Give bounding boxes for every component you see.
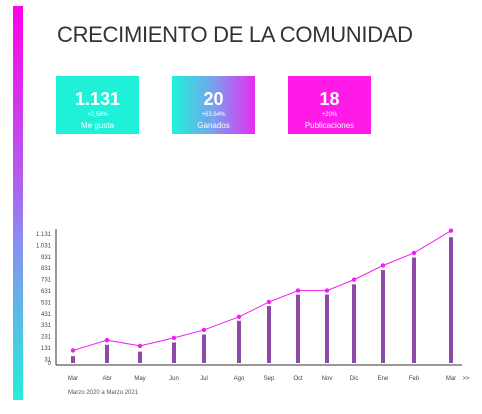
line-point	[411, 250, 417, 256]
y-tick-label: 1.031	[36, 243, 52, 249]
line-point	[104, 337, 110, 343]
series-line	[72, 230, 452, 351]
date-range-label: Marzo 2020 a Marzo 2021	[68, 390, 139, 396]
kpi-change: +2,58%	[87, 112, 108, 118]
x-tick-label: Jun	[169, 376, 179, 382]
x-tick-label: May	[134, 376, 145, 382]
y-tick-label: 31	[44, 357, 51, 363]
kpi-card-me-gusta: 1.131 +2,58% Me gusta	[56, 76, 139, 134]
y-tick-label: 931	[41, 255, 52, 261]
x-tick-label: Feb	[409, 376, 420, 382]
line-point	[201, 327, 207, 333]
x-tick-label: Mar	[446, 376, 456, 382]
page-title: CRECIMIENTO DE LA COMUNIDAD	[57, 22, 413, 47]
x-tick-label: Mar	[68, 376, 78, 382]
y-tick-label: 131	[41, 346, 52, 352]
y-tick-label: 0	[48, 361, 52, 367]
y-tick-label: 831	[41, 266, 52, 272]
y-tick-label: 531	[41, 300, 52, 306]
y-tick-label: 1.131	[36, 232, 52, 238]
x-tick-label: Jul	[200, 376, 208, 382]
x-tick-label-more: >>	[462, 376, 470, 382]
kpi-card-ganados: 20 +63,64% Ganados	[172, 76, 255, 134]
x-tick-label: Sep	[264, 376, 275, 382]
bar	[202, 334, 206, 363]
y-tick-label: 331	[41, 323, 52, 329]
line-point	[380, 263, 386, 268]
bar	[325, 294, 329, 363]
x-tick-label: Ene	[378, 376, 389, 382]
x-tick-label: Ago	[234, 376, 245, 382]
y-tick-label: 631	[41, 289, 52, 295]
bar	[381, 270, 385, 363]
kpi-value: 18	[319, 89, 340, 109]
kpi-label: Ganados	[197, 121, 230, 130]
kpi-value: 1.131	[74, 89, 121, 109]
line-point	[448, 228, 454, 233]
bar	[172, 342, 176, 363]
line-point	[324, 288, 330, 293]
gradient-side-bar	[13, 6, 23, 400]
line-point	[266, 299, 272, 305]
line-point	[171, 335, 177, 341]
bar	[138, 351, 142, 363]
x-tick-label: Oct	[293, 376, 303, 382]
line-point	[295, 288, 301, 293]
y-tick-label: 731	[41, 278, 52, 284]
bar	[352, 284, 356, 363]
bar	[105, 344, 109, 363]
kpi-label: Me gusta	[81, 121, 114, 130]
line-point	[351, 277, 357, 282]
y-tick-label: 231	[41, 335, 52, 341]
kpi-change: +63,64%	[201, 112, 226, 118]
x-tick-label: Dic	[350, 376, 359, 382]
bar	[449, 237, 453, 363]
bar	[412, 257, 416, 363]
x-tick-label: Nov	[322, 376, 333, 382]
bar	[267, 305, 271, 363]
bar	[71, 356, 75, 363]
kpi-value: 20	[203, 89, 224, 109]
kpi-change: +20%	[321, 112, 338, 118]
bar	[296, 294, 300, 363]
y-tick-label: 431	[41, 312, 52, 318]
kpi-card-publicaciones: 18 +20% Publicaciones	[288, 76, 371, 134]
line-point	[137, 343, 143, 349]
x-tick-label: Abr	[102, 376, 111, 382]
line-point	[236, 314, 242, 320]
bar	[237, 320, 241, 363]
kpi-label: Publicaciones	[304, 121, 355, 130]
line-point	[70, 348, 76, 353]
